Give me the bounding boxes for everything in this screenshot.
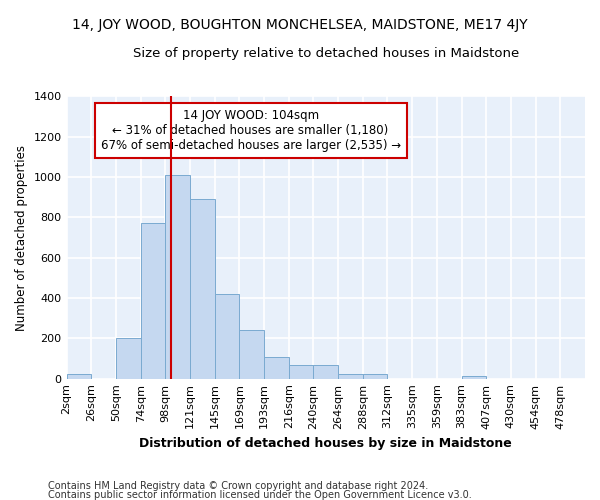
Bar [289,364,313,378]
X-axis label: Distribution of detached houses by size in Maidstone: Distribution of detached houses by size … [139,437,512,450]
Bar [140,224,165,378]
Bar [264,356,289,378]
Bar [461,376,486,378]
Bar [190,199,215,378]
Y-axis label: Number of detached properties: Number of detached properties [15,144,28,330]
Bar [363,374,388,378]
Bar [165,175,190,378]
Bar [338,374,363,378]
Bar [239,330,264,378]
Bar [67,374,91,378]
Title: Size of property relative to detached houses in Maidstone: Size of property relative to detached ho… [133,48,519,60]
Text: Contains public sector information licensed under the Open Government Licence v3: Contains public sector information licen… [48,490,472,500]
Text: 14, JOY WOOD, BOUGHTON MONCHELSEA, MAIDSTONE, ME17 4JY: 14, JOY WOOD, BOUGHTON MONCHELSEA, MAIDS… [72,18,528,32]
Text: 14 JOY WOOD: 104sqm
← 31% of detached houses are smaller (1,180)
67% of semi-det: 14 JOY WOOD: 104sqm ← 31% of detached ho… [101,109,401,152]
Text: Contains HM Land Registry data © Crown copyright and database right 2024.: Contains HM Land Registry data © Crown c… [48,481,428,491]
Bar [116,338,140,378]
Bar [215,294,239,378]
Bar [313,364,338,378]
